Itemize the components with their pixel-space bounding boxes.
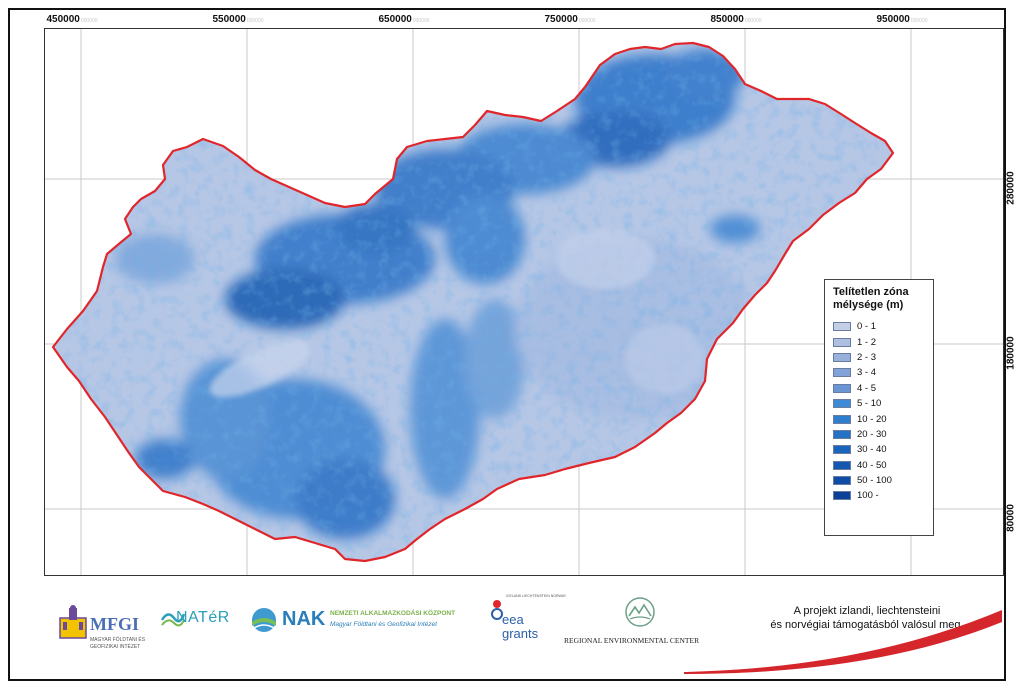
top-tick-850000: 850000000000 <box>710 14 762 25</box>
legend-swatch <box>833 414 851 424</box>
legend-swatch <box>833 476 851 486</box>
project-note-line2: és norvégiai támogatásból valósul meg. <box>770 619 964 631</box>
eea-grants-logo: ICELAND LIECHTENSTEIN NORWAY eea grants <box>488 590 566 650</box>
project-note-line1: A projekt izlandi, liechtensteini <box>793 605 941 617</box>
nater-name: NATéR <box>176 609 230 626</box>
mfgi-sub2: GEOFIZIKAI INTÉZET <box>90 644 141 650</box>
legend-label: 0 - 1 <box>857 321 877 333</box>
legend-label: 100 - <box>857 490 879 502</box>
right-tick-280000: 280000 <box>1005 171 1017 205</box>
hungary-map <box>45 29 1003 575</box>
nak-globe-icon <box>252 608 276 632</box>
mfgi-emblem-icon <box>59 605 87 639</box>
eea-line2: grants <box>502 626 539 641</box>
legend-label: 40 - 50 <box>857 459 887 471</box>
legend-swatch <box>833 460 851 470</box>
red-swoosh-decoration <box>684 610 1002 674</box>
eea-small-text: ICELAND LIECHTENSTEIN NORWAY <box>506 594 567 598</box>
rec-name: REGIONAL ENVIRONMENTAL CENTER <box>564 636 700 645</box>
legend-title-line1: Telítetlen zóna <box>833 286 909 298</box>
legend-item: 4 - 5 <box>833 381 925 396</box>
legend-item: 30 - 40 <box>833 442 925 457</box>
legend-title: Telítetlen zóna mélysége (m) <box>833 286 925 312</box>
top-tick-550000: 550000000000 <box>212 14 264 25</box>
project-note: A projekt izlandi, liechtensteini és nor… <box>752 604 982 632</box>
nak-line2: Magyar Földtani és Geofizikai Intézet <box>330 621 437 628</box>
right-tick-80000: 80000 <box>1005 504 1017 532</box>
map-canvas: Telítetlen zóna mélysége (m) 0 - 1 1 - 2 2… <box>44 28 1004 576</box>
legend-swatch <box>833 322 851 332</box>
right-tick-180000: 180000 <box>1005 336 1017 370</box>
legend-label: 4 - 5 <box>857 382 877 394</box>
legend-item: 2 - 3 <box>833 350 925 365</box>
legend-swatch <box>833 399 851 409</box>
legend-item: 0 - 1 <box>833 319 925 334</box>
legend-swatch <box>833 337 851 347</box>
legend-item: 5 - 10 <box>833 396 925 411</box>
legend-swatch <box>833 445 851 455</box>
legend-swatch <box>833 352 851 362</box>
legend-item: 100 - <box>833 488 925 503</box>
legend-label: 5 - 10 <box>857 398 882 410</box>
legend-label: 2 - 3 <box>857 351 877 363</box>
legend-swatch <box>833 491 851 501</box>
nater-logo: NATéR <box>160 602 240 642</box>
top-tick-950000: 950000000000 <box>876 14 928 25</box>
legend-item: 50 - 100 <box>833 473 925 488</box>
legend-label: 3 - 4 <box>857 367 877 379</box>
nak-logo: NAK NEMZETI ALKALMAZKODÁSI KÖZPONT Magya… <box>250 602 500 642</box>
nak-name: NAK <box>282 608 326 630</box>
nater-wave-icon <box>160 613 186 627</box>
legend-title-line2: mélysége (m) <box>833 299 904 311</box>
legend-item: 40 - 50 <box>833 458 925 473</box>
legend-label: 20 - 30 <box>857 428 887 440</box>
legend-item: 20 - 30 <box>833 427 925 442</box>
legend-label: 1 - 2 <box>857 336 877 348</box>
rec-logo: REGIONAL ENVIRONMENTAL CENTER <box>560 596 730 652</box>
rec-emblem-icon <box>625 597 655 627</box>
mfgi-logo: MFGI MAGYAR FÖLDTANI ÉS GEOFIZIKAI INTÉZ… <box>58 600 158 656</box>
map-legend: Telítetlen zóna mélysége (m) 0 - 1 1 - 2 2… <box>824 279 934 536</box>
eea-line1: eea <box>502 612 524 627</box>
footer-logos: MFGI MAGYAR FÖLDTANI ÉS GEOFIZIKAI INTÉZ… <box>44 582 1004 678</box>
legend-items: 0 - 1 1 - 2 2 - 3 3 - 4 4 - 5 5 - 10 10 - 20 20… <box>833 319 925 504</box>
legend-item: 3 - 4 <box>833 365 925 380</box>
legend-item: 1 - 2 <box>833 334 925 349</box>
mfgi-sub1: MAGYAR FÖLDTANI ÉS <box>90 637 146 643</box>
legend-label: 10 - 20 <box>857 413 887 425</box>
top-tick-450000: 450000000000 <box>46 14 98 25</box>
legend-item: 10 - 20 <box>833 411 925 426</box>
legend-label: 30 - 40 <box>857 444 887 456</box>
legend-swatch <box>833 383 851 393</box>
legend-swatch <box>833 429 851 439</box>
top-tick-750000: 750000000000 <box>544 14 596 25</box>
eea-mark-icon <box>491 600 503 620</box>
legend-swatch <box>833 368 851 378</box>
top-tick-650000: 650000000000 <box>378 14 430 25</box>
map-frame: 450000000000 550000000000 650000000000 7… <box>8 8 1017 681</box>
nak-line1: NEMZETI ALKALMAZKODÁSI KÖZPONT <box>330 610 456 617</box>
legend-label: 50 - 100 <box>857 475 892 487</box>
mfgi-name: MFGI <box>90 614 139 634</box>
